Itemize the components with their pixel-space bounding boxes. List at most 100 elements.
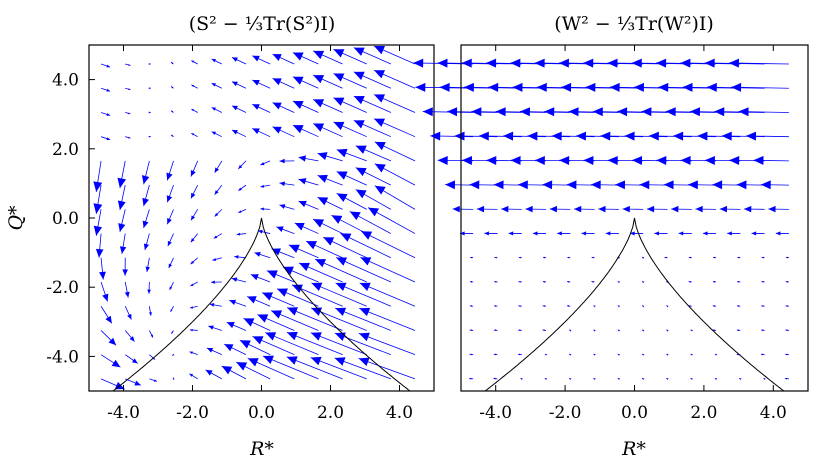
quiver-arrow-head [239, 340, 251, 349]
quiver-arrow-head [353, 71, 365, 81]
quiver-arrow-head [147, 289, 151, 294]
quiver-arrow-head [191, 109, 195, 112]
quiver-field-left [93, 45, 416, 390]
quiver-arrow-head [313, 219, 325, 228]
quiver-arrow-head [336, 257, 348, 266]
quiver-arrow-head [713, 256, 716, 259]
quiver-arrow-head [532, 231, 538, 236]
quiver-arrow-head [374, 70, 386, 79]
quiver-arrow-head [785, 377, 788, 380]
quiver-arrow-head [704, 155, 715, 165]
quiver-arrow-head [642, 354, 645, 356]
quiver-arrow-head [437, 155, 448, 165]
quiver-arrow-head [335, 282, 347, 291]
quiver-arrow-head [760, 180, 771, 190]
quiver-arrow-head [260, 184, 265, 188]
quiver-arrow-head [615, 180, 626, 190]
quiver-arrow-head [549, 205, 557, 213]
quiver-arrow-head [721, 131, 732, 141]
quiver-arrow-head [658, 82, 669, 92]
quiver-arrow-head [688, 180, 698, 190]
quiver-arrow-head [646, 205, 655, 213]
quiver-arrow-head [298, 155, 307, 162]
quiver-arrow-head [374, 141, 386, 151]
quiver-arrow-head [335, 307, 347, 317]
quiver-arrow-head [148, 87, 151, 90]
quiver-arrow-head [495, 107, 506, 117]
quiver-arrow-head [141, 175, 150, 185]
quiver-arrow-head [494, 256, 497, 259]
quiver-arrow-head [486, 58, 497, 68]
quiver-arrow-head [374, 163, 386, 173]
y-axis-label: Q* [5, 205, 27, 231]
quiver-arrow-head [585, 82, 596, 92]
quiver-arrow-shaft [361, 230, 416, 259]
quiver-arrow-head [313, 50, 325, 60]
quiver-arrow-head [368, 207, 380, 217]
quiver-arrow-head [510, 155, 521, 165]
quiver-arrow-head [190, 215, 196, 221]
quiver-arrow-head [508, 231, 514, 236]
quiver-arrow-head [544, 107, 555, 117]
quiver-arrow-head [447, 107, 458, 117]
quiver-arrow-head [358, 357, 370, 367]
quiver-arrow-head [484, 231, 489, 236]
quiver-arrow-head [190, 306, 194, 309]
quiver-arrow-head [702, 231, 708, 236]
quiver-arrow-head [719, 205, 728, 213]
quiver-arrow-head [663, 180, 674, 190]
quiver-arrow-head [486, 155, 497, 165]
quiver-arrow-head [313, 99, 325, 108]
quiver-arrow-head [102, 293, 109, 302]
quiver-arrow-head [262, 292, 274, 301]
quiver-arrow-head [737, 305, 740, 307]
quiver-arrow-head [129, 336, 135, 342]
quiver-arrow-head [470, 280, 473, 283]
quiver-arrow-head [520, 378, 523, 381]
quiver-arrow-head [108, 337, 117, 346]
quiver-arrow-head [607, 58, 618, 68]
quiver-arrow-head [250, 274, 259, 281]
quiver-arrow-head [666, 354, 669, 356]
quiver-arrow-head [359, 282, 371, 291]
quiver-arrow-head [751, 231, 757, 236]
quiver-arrow-head [566, 180, 577, 190]
quiver-arrow-head [463, 82, 474, 92]
quiver-arrow-head [106, 88, 111, 92]
quiver-arrow-head [211, 280, 215, 284]
quiver-arrow-head [737, 256, 740, 259]
quiver-arrow-head [617, 107, 628, 117]
quiver-arrow-head [493, 353, 496, 356]
quiver-arrow-head [656, 58, 667, 68]
quiver-arrow-head [333, 97, 345, 106]
quiver-arrow-head [214, 212, 219, 217]
quiver-arrow-head [358, 332, 370, 342]
quiver-arrow-head [313, 75, 325, 84]
quiver-arrow-head [469, 329, 472, 332]
quiver-arrow-head [690, 378, 693, 381]
quiver-arrow-head [148, 135, 151, 138]
quiver-arrow-head [648, 131, 659, 141]
quiver-arrow-head [493, 180, 504, 190]
quiver-arrow-head [439, 82, 450, 92]
quiver-arrow-head [569, 329, 572, 332]
quiver-arrow-head [231, 105, 238, 111]
quiver-arrow-head [476, 205, 485, 213]
quiver-arrow-head [254, 251, 261, 257]
quiver-arrow-head [170, 309, 173, 312]
quiver-arrow-head [205, 369, 213, 376]
quiver-arrow-head [122, 269, 128, 276]
quiver-arrow-head [231, 57, 238, 62]
quiver-arrow-head [493, 377, 496, 380]
quiver-field-right [413, 58, 789, 381]
quiver-arrow-head [127, 313, 132, 320]
quiver-arrow-head [518, 329, 521, 332]
quiver-arrow-head [271, 310, 283, 319]
quiver-arrow-head [171, 331, 174, 334]
quiver-arrow-head [272, 102, 282, 110]
quiver-arrow-head [569, 354, 572, 356]
quiver-arrow-head [353, 120, 365, 129]
quiver-arrow-head [593, 378, 596, 381]
quiver-arrow-head [279, 181, 285, 187]
quiver-arrow-head [551, 131, 562, 141]
